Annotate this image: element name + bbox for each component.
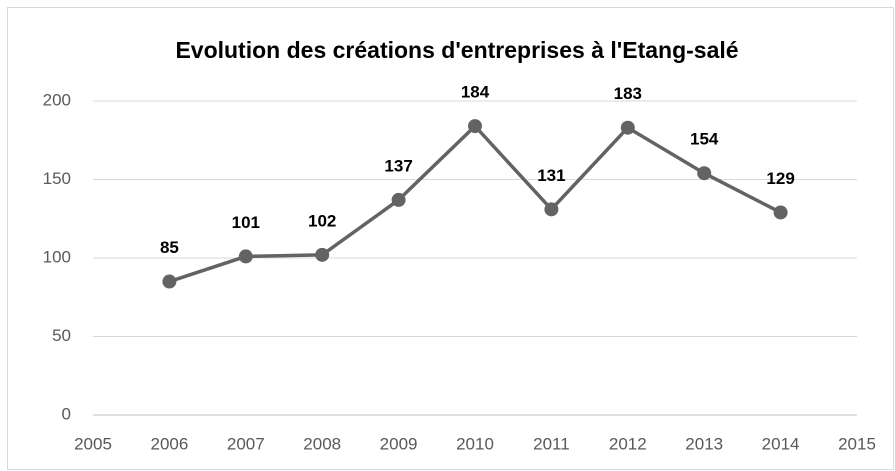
chart-title: Evolution des créations d'entreprises à … <box>175 37 738 63</box>
point <box>544 202 559 217</box>
data-label: 101 <box>232 213 260 232</box>
y-tick-label: 50 <box>52 326 71 345</box>
y-tick-label: 100 <box>43 247 71 266</box>
data-label: 102 <box>308 211 336 230</box>
x-tick-label: 2006 <box>150 434 188 453</box>
x-tick-label: 2011 <box>533 434 570 453</box>
y-tick-label: 0 <box>62 404 71 423</box>
x-tick-label: 2008 <box>303 434 341 453</box>
x-tick-label: 2009 <box>380 434 418 453</box>
data-label: 85 <box>160 238 179 257</box>
x-tick-label: 2010 <box>456 434 494 453</box>
point <box>162 274 177 289</box>
data-label: 137 <box>384 156 412 175</box>
data-label: 129 <box>766 169 794 188</box>
point <box>468 119 482 134</box>
chart-border <box>7 7 894 470</box>
point <box>697 166 712 181</box>
x-tick-label: 2007 <box>227 434 265 453</box>
point <box>391 192 406 207</box>
point <box>315 247 330 262</box>
x-tick-label: 2013 <box>685 434 723 453</box>
point <box>773 205 788 220</box>
point <box>620 120 635 135</box>
x-tick-label: 2015 <box>838 434 876 453</box>
y-tick-label: 200 <box>43 90 71 109</box>
y-tick-label: 150 <box>43 169 71 188</box>
data-label: 131 <box>537 166 565 185</box>
x-tick-label: 2005 <box>74 434 112 453</box>
data-label: 183 <box>614 84 642 103</box>
x-tick-label: 2014 <box>762 434 800 453</box>
data-label: 154 <box>690 130 719 149</box>
x-tick-label: 2012 <box>609 434 647 453</box>
data-label: 184 <box>461 83 490 102</box>
point <box>238 249 253 264</box>
